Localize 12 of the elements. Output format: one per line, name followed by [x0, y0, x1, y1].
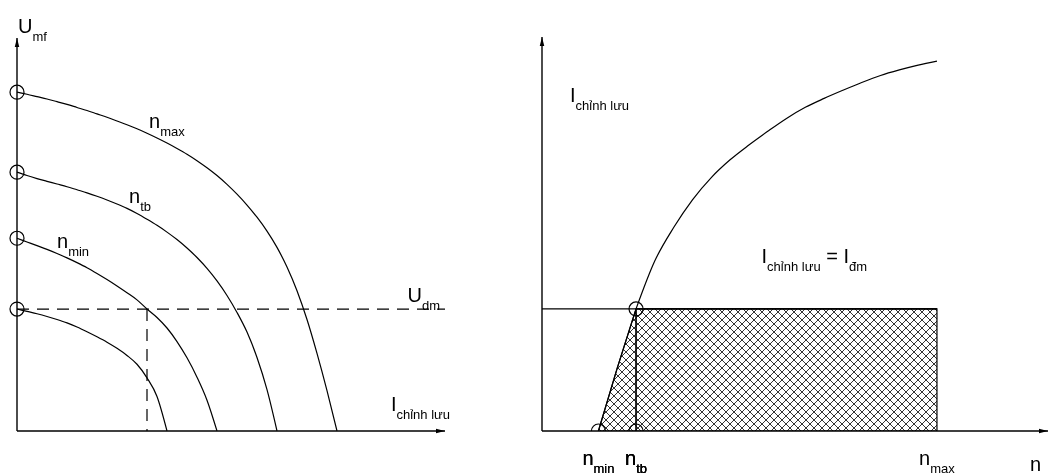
x-axis-title: I$_{chỉnh lưu}$ — [390, 393, 450, 422]
series-label: I$_{chỉnh lưu}$ = I$_{đm}$ — [761, 244, 868, 274]
x-axis-title: n — [1029, 453, 1041, 475]
ref-line-label: U$_{dm}$ — [407, 284, 440, 313]
x-tick-label: n$_{tb}$ — [625, 447, 648, 476]
x-tick-label: n$_{max}$ — [919, 447, 956, 476]
series-label: n$_{min}$ — [57, 230, 90, 259]
series-label: n$_{max}$ — [149, 110, 186, 139]
series-label: n$_{tb}$ — [129, 185, 151, 214]
y-axis-title: U$_{mf}$ — [18, 15, 48, 44]
x-tick-label: n$_{min}$ — [582, 447, 615, 476]
y-axis-title: I$_{chỉnh lưu}$ — [570, 84, 630, 113]
